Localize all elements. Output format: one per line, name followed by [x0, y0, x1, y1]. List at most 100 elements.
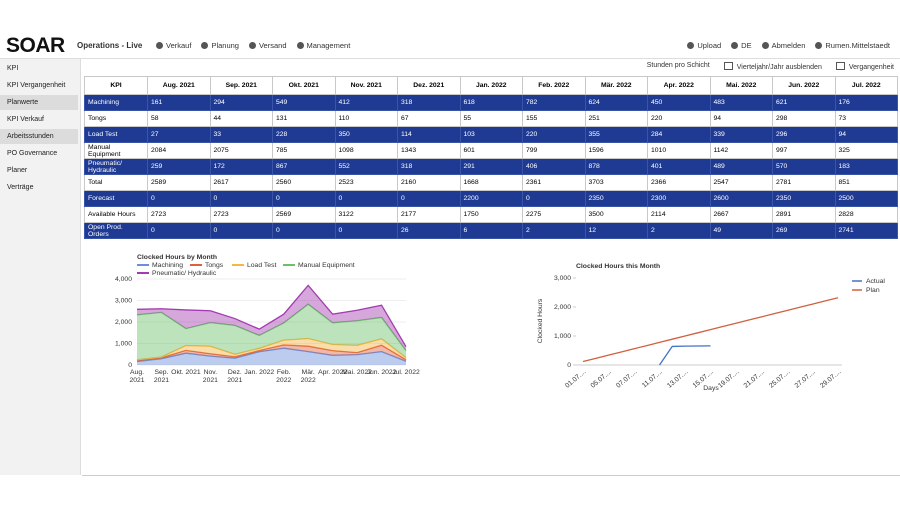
- nav-label[interactable]: Planung: [211, 41, 239, 50]
- area: [137, 304, 406, 360]
- account-icon: [815, 42, 823, 49]
- cell: 782: [522, 94, 586, 111]
- toolbar-label[interactable]: Vergangenheit: [848, 64, 894, 71]
- x-tick-label: 01.07....: [564, 368, 587, 389]
- cell: 0: [209, 190, 273, 207]
- cell: 618: [459, 94, 523, 111]
- cell: 2350: [584, 190, 648, 207]
- row-label: Load Test: [84, 126, 148, 143]
- cell: 0: [147, 222, 211, 239]
- sidebar-item[interactable]: Arbeitsstunden: [0, 129, 78, 144]
- cell: 161: [147, 94, 211, 111]
- account-label[interactable]: DE: [741, 41, 752, 50]
- nav-label[interactable]: Management: [306, 41, 351, 50]
- nav-label[interactable]: Verkauf: [166, 41, 192, 50]
- chart-title: Clocked Hours this Month: [576, 263, 660, 270]
- account-item[interactable]: DE: [731, 41, 752, 50]
- cell: 2: [522, 222, 586, 239]
- x-tick-label: 13.07....: [666, 368, 689, 389]
- toolbar-label[interactable]: Stunden pro Schicht: [646, 62, 710, 69]
- cell: 0: [334, 222, 398, 239]
- logo[interactable]: SOAR: [6, 34, 65, 57]
- x-tick-label: Aug. 2021: [129, 369, 145, 384]
- nav-label[interactable]: Versand: [258, 41, 287, 50]
- row-label: Forecast: [84, 190, 148, 207]
- column-header: Mai. 2022: [709, 76, 773, 95]
- toolbar-button[interactable]: Stunden pro Schicht: [647, 62, 710, 71]
- account-item[interactable]: Upload: [687, 41, 721, 50]
- sidebar-item[interactable]: Planer: [7, 167, 28, 174]
- account-item[interactable]: Abmelden: [761, 41, 806, 50]
- x-tick-label: 25.07....: [768, 368, 791, 389]
- cell: 0: [522, 190, 586, 207]
- toolbar-button[interactable]: Vierteljahr/Jahr ausblenden: [723, 62, 822, 71]
- sidebar-item[interactable]: KPI: [7, 65, 19, 72]
- area-line: [136, 337, 407, 361]
- row-label: Machining: [84, 94, 148, 111]
- x-tick-label: Nov. 2021: [202, 369, 218, 384]
- cell: 450: [647, 94, 711, 111]
- x-tick-label: Dez. 2021: [227, 369, 243, 384]
- y-tick-label: 3,000: [554, 275, 571, 282]
- area: [137, 348, 406, 365]
- area-line: [136, 344, 407, 361]
- account-icon: [761, 42, 769, 49]
- cell: 220: [522, 126, 586, 143]
- y-tick-label: 2,000: [115, 319, 132, 326]
- cell: 94: [834, 126, 898, 143]
- nav-icon: [156, 42, 163, 49]
- nav-item[interactable]: Versand: [248, 41, 287, 50]
- legend-label: Pneumatic/ Hydraulic: [152, 270, 217, 277]
- x-tick-label: 05.07....: [590, 368, 613, 389]
- column-header: Jun. 2022: [772, 76, 836, 95]
- column-header: Mär. 2022: [584, 76, 648, 95]
- row-label: Open Prod. Orders: [84, 222, 148, 239]
- cell: 867: [272, 158, 336, 175]
- sidebar-item[interactable]: KPI Verkauf: [7, 116, 44, 123]
- cell: 2: [647, 222, 711, 239]
- column-header: Okt. 2021: [272, 76, 336, 95]
- account-label[interactable]: Abmelden: [771, 41, 806, 50]
- cell: 2500: [834, 190, 898, 207]
- nav-item[interactable]: Planung: [201, 41, 239, 50]
- cell: 296: [772, 126, 836, 143]
- cell: 27: [147, 126, 211, 143]
- x-tick-label: 27.07....: [794, 368, 817, 389]
- table-row: Pneumatic/ Hydraulic 259 172 867 552 318 291 40…: [84, 158, 898, 175]
- account-menu: Upload DE Abmelden Rumen.Mittelstaedt: [687, 41, 890, 50]
- main-panel: Stunden pro Schicht Vierteljahr/Jahr ausb…: [82, 59, 900, 476]
- y-tick-label: 0: [567, 362, 571, 369]
- account-label[interactable]: Rumen.Mittelstaedt: [825, 41, 890, 50]
- nav-icon: [296, 42, 304, 49]
- cell: 1010: [647, 142, 711, 159]
- sidebar-item[interactable]: Verträge: [7, 184, 34, 191]
- toolbar-icon: [835, 62, 845, 70]
- x-tick-label: Mär. 2022: [300, 369, 316, 384]
- cell: 291: [459, 158, 523, 175]
- x-tick-label: Jan. 2022: [244, 369, 275, 376]
- toolbar-button[interactable]: Vergangenheit: [835, 62, 894, 71]
- column-header: Feb. 2022: [522, 76, 586, 95]
- sidebar-item[interactable]: KPI Vergangenheit: [7, 82, 66, 89]
- legend-label: Load Test: [247, 262, 276, 269]
- nav-item[interactable]: Verkauf: [156, 41, 191, 50]
- table-row: Forecast 0 0 0 0 0 2200 0 2350 2300 2600 2350 2500: [84, 190, 898, 207]
- column-header: KPI: [84, 76, 148, 95]
- nav-icon: [201, 42, 209, 49]
- cell: 878: [584, 158, 648, 175]
- account-item[interactable]: Rumen.Mittelstaedt: [815, 41, 890, 50]
- cell: 0: [334, 190, 398, 207]
- sidebar-item[interactable]: Planwerte: [0, 95, 78, 110]
- cell: 0: [272, 222, 336, 239]
- cell: 0: [209, 222, 273, 239]
- toolbar-label[interactable]: Vierteljahr/Jahr ausblenden: [736, 64, 822, 71]
- sidebar-item[interactable]: PO Governance: [7, 150, 58, 157]
- header: SOAR Operations - Live Verkauf Planung Ver…: [0, 33, 900, 59]
- x-tick-label: Jul. 2022: [392, 369, 420, 376]
- nav-item[interactable]: Management: [296, 41, 351, 50]
- column-header: Aug. 2021: [147, 76, 211, 95]
- account-label[interactable]: Upload: [697, 41, 722, 50]
- legend-label: Actual: [866, 278, 885, 285]
- toolbar: Stunden pro Schicht Vierteljahr/Jahr ausb…: [647, 62, 894, 71]
- x-tick-label: Jun. 2022: [366, 369, 397, 376]
